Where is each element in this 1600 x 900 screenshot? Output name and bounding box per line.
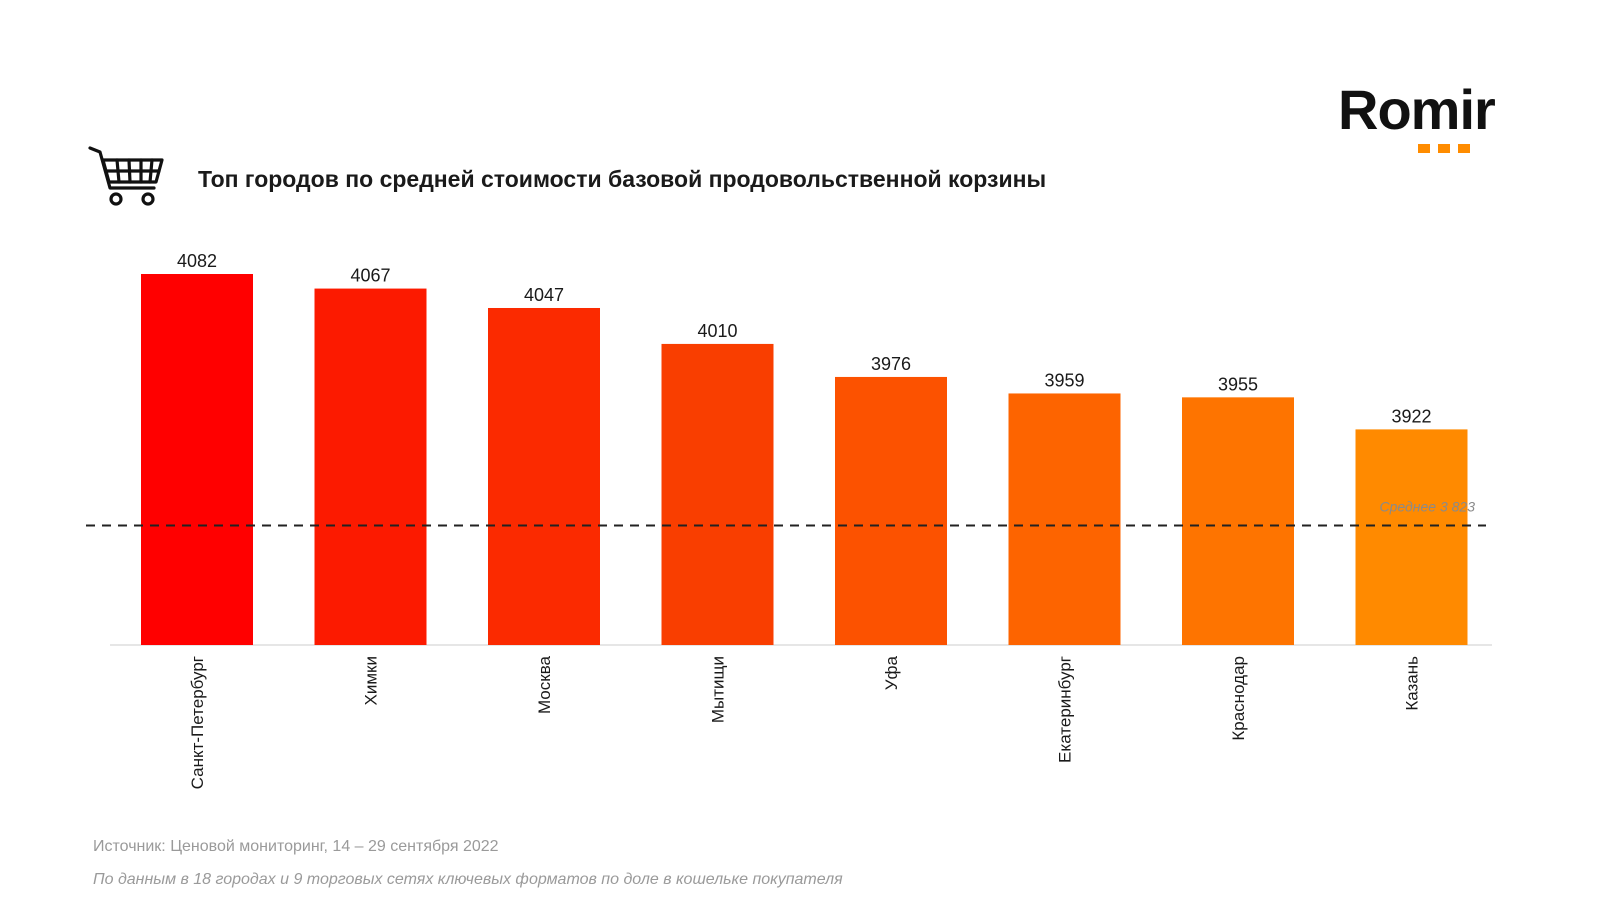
category-label: Казань [1403, 656, 1422, 711]
bar [1008, 393, 1121, 645]
bar-value-label: 4010 [697, 321, 737, 341]
category-label: Москва [535, 655, 554, 714]
bar-value-label: 4067 [350, 266, 390, 286]
logo-dot [1438, 144, 1450, 153]
source-note: Источник: Ценовой мониторинг, 14 – 29 се… [93, 838, 499, 855]
logo-dot [1458, 144, 1470, 153]
category-label: Уфа [882, 655, 901, 690]
bar-value-label: 4047 [524, 285, 564, 305]
shopping-cart-icon [88, 146, 164, 206]
bar-value-label: 3955 [1218, 374, 1258, 394]
romir-logo: Romir [1338, 78, 1496, 141]
logo-dots [1418, 144, 1470, 153]
bar-value-label: 3976 [871, 354, 911, 374]
bar [1182, 397, 1294, 645]
category-label: Санкт-Петербург [188, 656, 207, 789]
bar [1355, 429, 1468, 645]
bar [835, 376, 947, 645]
bar-value-label: 4082 [177, 251, 217, 271]
bar [661, 343, 774, 645]
bar [488, 307, 600, 645]
bar [141, 274, 253, 645]
methodology-note: По данным в 18 городах и 9 торговых сетя… [93, 871, 843, 888]
category-label: Краснодар [1229, 656, 1248, 741]
bar-value-label: 3959 [1044, 370, 1084, 390]
chart-title: Топ городов по средней стоимости базовой… [198, 166, 1047, 192]
bar [314, 288, 427, 645]
category-label: Екатеринбург [1056, 656, 1075, 763]
category-label: Мытищи [709, 656, 728, 723]
average-label: Среднее 3 823 [1380, 499, 1476, 515]
logo-dot [1418, 144, 1430, 153]
bar-value-label: 3922 [1391, 406, 1431, 426]
category-label: Химки [362, 656, 381, 705]
